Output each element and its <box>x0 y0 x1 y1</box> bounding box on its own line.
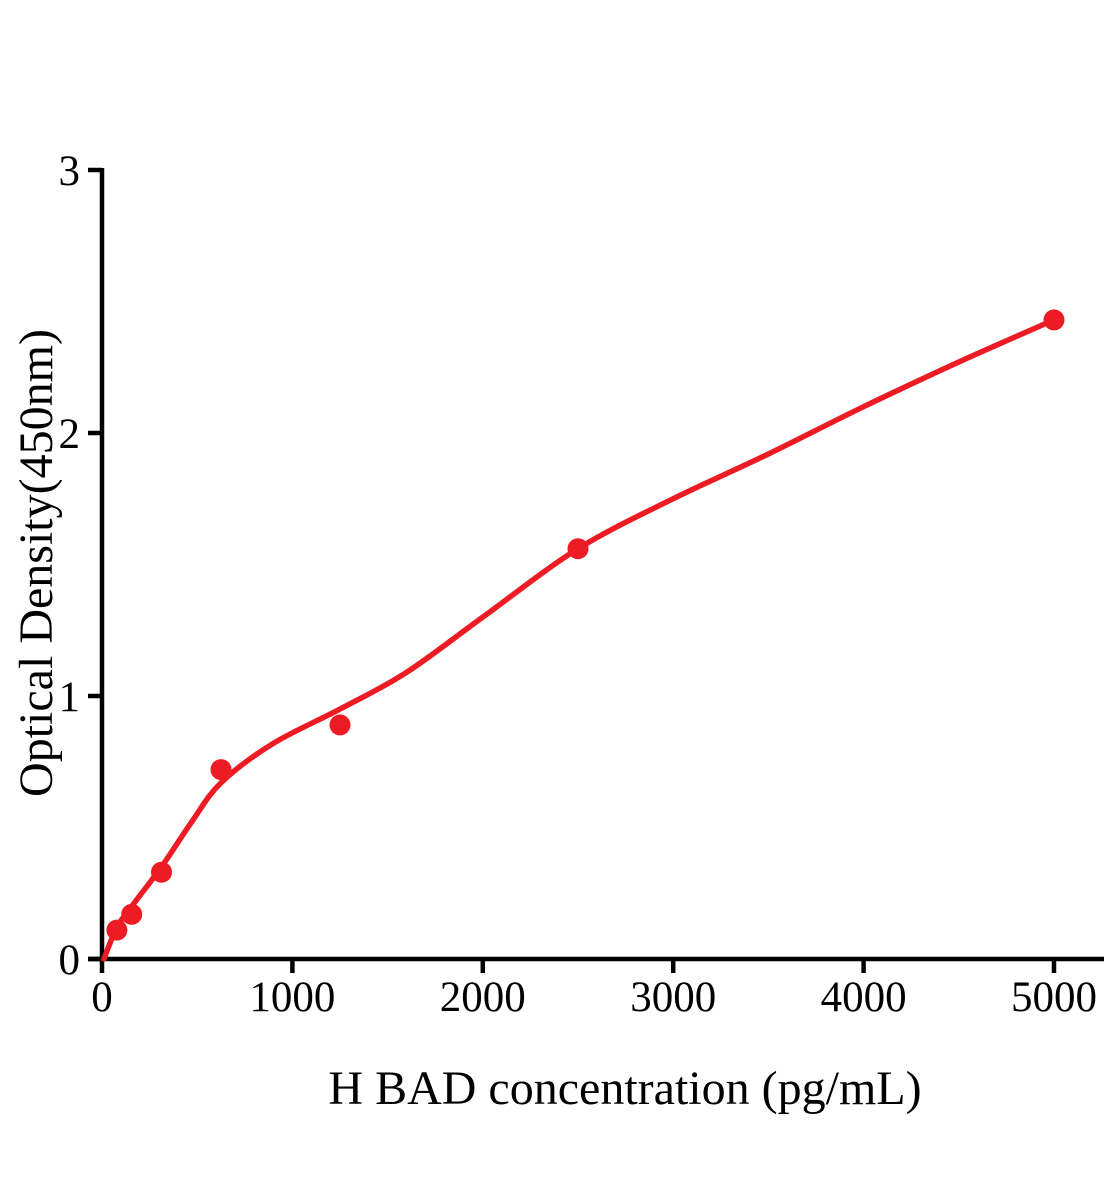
x-axis-title: H BAD concentration (pg/mL) <box>328 1062 921 1115</box>
x-tick-label: 0 <box>91 974 113 1021</box>
y-tick-label: 0 <box>59 937 81 984</box>
axes: 0 1000 2000 3000 4000 5000 0 1 2 3 <box>59 148 1104 1021</box>
x-tick-label: 1000 <box>249 974 335 1021</box>
y-tick-label: 3 <box>59 148 81 195</box>
data-point <box>151 861 172 883</box>
y-tick-label: 1 <box>59 674 81 721</box>
data-points <box>106 309 1065 941</box>
data-point <box>1043 309 1065 331</box>
data-point <box>210 759 232 781</box>
fit-curve-line <box>101 317 1057 962</box>
x-tick-label: 3000 <box>630 974 716 1021</box>
y-axis-title: Optical Density(450nm) <box>10 329 63 797</box>
y-tick-label: 2 <box>59 411 81 458</box>
data-point <box>106 919 128 941</box>
x-tick-label: 5000 <box>1011 974 1097 1021</box>
data-point <box>121 903 143 925</box>
data-point <box>567 538 589 560</box>
data-point <box>329 714 351 736</box>
x-tick-label: 2000 <box>440 974 526 1021</box>
x-tick-label: 4000 <box>821 974 907 1021</box>
